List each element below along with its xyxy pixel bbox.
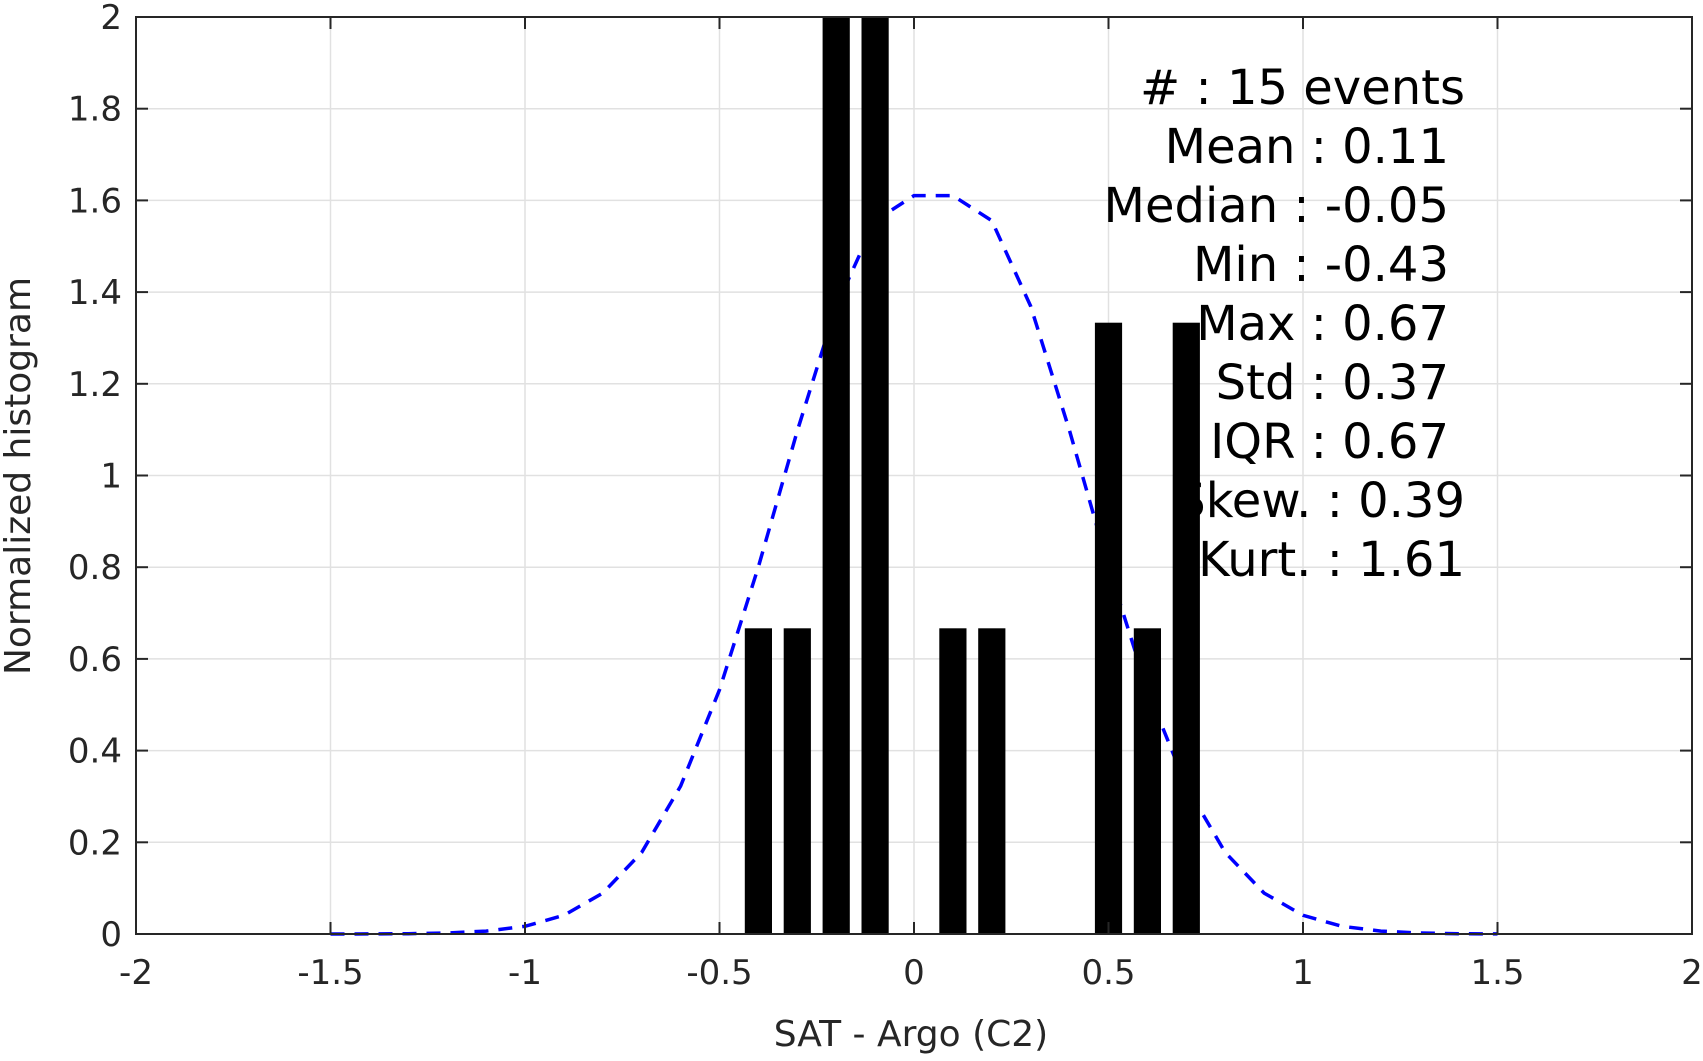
histogram-bar (822, 17, 850, 934)
x-tick-label: -1.5 (297, 953, 363, 993)
histogram-bar (783, 628, 811, 934)
x-tick-label: 0 (903, 953, 925, 993)
y-tick-label: 2 (100, 0, 122, 38)
stats-line-min: Min : -0.43 (1193, 237, 1449, 293)
stats-line-skew: Skew. : 0.39 (1175, 473, 1465, 529)
y-tick-label: 0 (100, 915, 122, 955)
stats-line-median: Median : -0.05 (1104, 178, 1449, 234)
histogram-bars (744, 17, 1200, 934)
y-tick-label: 0.8 (68, 548, 122, 588)
tick-labels: -2 -1.5 -1 -0.5 0 0.5 1 1.5 2 0 0.2 0.4 0.6 0.8 1 1.2 1.… (68, 0, 1703, 993)
histogram-bar (1094, 322, 1123, 934)
x-tick-label: -0.5 (686, 953, 752, 993)
x-tick-label: 2 (1681, 953, 1703, 993)
histogram-bar (978, 628, 1006, 934)
statistics-box: # : 15 events Mean : 0.11 Median : -0.05… (1104, 60, 1465, 588)
x-axis-label: SAT - Argo (C2) (774, 1014, 1048, 1055)
x-tick-label: 0.5 (1081, 953, 1135, 993)
y-tick-label: 1.8 (68, 90, 122, 130)
grid-lines (136, 17, 1692, 934)
y-tick-label: 0.2 (68, 823, 122, 863)
y-tick-label: 1.4 (68, 273, 122, 313)
y-axis-label: Normalized histogram (0, 277, 39, 675)
stats-line-mean: Mean : 0.11 (1165, 119, 1449, 175)
histogram-bar (744, 628, 772, 934)
histogram-bar (861, 17, 889, 934)
x-tick-label: -1 (508, 953, 542, 993)
y-tick-label: 0.6 (68, 640, 122, 680)
histogram-bar (939, 628, 967, 934)
y-tick-label: 0.4 (68, 732, 122, 772)
y-tick-label: 1 (100, 457, 122, 497)
histogram-bar (1133, 628, 1161, 934)
y-tick-label: 1.6 (68, 181, 122, 221)
stats-line-events: # : 15 events (1140, 60, 1465, 116)
stats-line-iqr: IQR : 0.67 (1210, 414, 1449, 470)
x-tick-label: 1 (1292, 953, 1314, 993)
y-tick-label: 1.2 (68, 365, 122, 405)
stats-line-std: Std : 0.37 (1216, 355, 1449, 411)
x-tick-label: -2 (119, 953, 153, 993)
axes (135, 16, 1693, 935)
stats-line-kurt: Kurt. : 1.61 (1198, 532, 1465, 588)
histogram-bar (1172, 322, 1200, 934)
stats-line-max: Max : 0.67 (1196, 296, 1449, 352)
x-tick-label: 1.5 (1470, 953, 1524, 993)
